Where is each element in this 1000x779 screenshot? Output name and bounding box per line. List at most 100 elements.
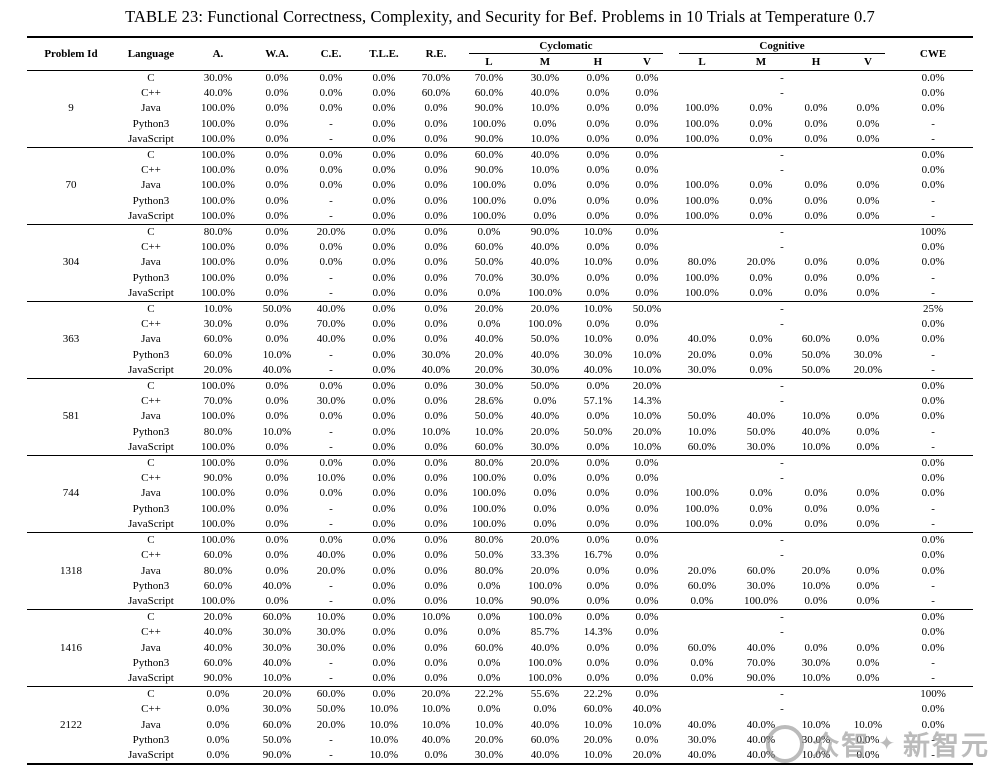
table-row: C++ 40.0% 30.0% 30.0% 0.0% 0.0% 0.0% 85.7% 14.3%… <box>27 625 973 640</box>
cyclomatic-cell: 0.0% <box>586 102 610 115</box>
correctness-cell: 0.0% <box>372 87 396 100</box>
cyclomatic-cell: 0.0% <box>635 641 659 654</box>
cyclomatic-cell: 0.0% <box>533 194 557 207</box>
correctness-cell: 0.0% <box>372 271 396 284</box>
table-row: JavaScript 100.0% 0.0% - 0.0% 0.0% 100.0% 0.0% 0… <box>27 517 973 533</box>
correctness-cell: 0.0% <box>265 194 289 207</box>
header-cyclomatic-v: V <box>622 54 671 71</box>
correctness-cell: 0.0% <box>265 517 289 530</box>
table-row: Python3 100.0% 0.0% - 0.0% 0.0% 100.0% 0.0% 0.0%… <box>27 502 973 517</box>
cyclomatic-cell: 0.0% <box>533 395 557 408</box>
correctness-cell: 100.0% <box>200 117 235 130</box>
language-cell: Java <box>141 564 161 577</box>
cyclomatic-cell: 0.0% <box>477 318 501 331</box>
header-language: Language <box>114 37 187 71</box>
correctness-cell: 60.0% <box>203 656 233 669</box>
cyclomatic-cell: 10.0% <box>632 718 662 731</box>
cognitive-cell: 0.0% <box>856 440 880 453</box>
cyclomatic-cell: 0.0% <box>635 194 659 207</box>
cyclomatic-cell: 0.0% <box>586 579 610 592</box>
cyclomatic-cell: 100.0% <box>471 194 506 207</box>
cyclomatic-cell: 40.0% <box>530 718 560 731</box>
cwe-cell: 0.0% <box>921 102 945 115</box>
table-row: Java 100.0% 0.0% 0.0% 0.0% 0.0% 50.0% 40.0% 10.0… <box>27 255 973 270</box>
cyclomatic-cell: 60.0% <box>460 147 517 164</box>
cognitive-cell: 50.0% <box>801 363 831 376</box>
table-row: 70 C 100.0% 0.0% 0.0% 0.0% 0.0% 60.0% 40.0% 0.0% 0… <box>26 147 974 225</box>
correctness-cell: 100.0% <box>186 378 249 395</box>
correctness-cell: - <box>329 733 333 746</box>
correctness-cell: 0.0% <box>372 363 396 376</box>
correctness-cell: 0.0% <box>265 209 289 222</box>
cyclomatic-cell: 90.0% <box>474 102 504 115</box>
correctness-cell: 70.0% <box>203 395 233 408</box>
correctness-cell: 0.0% <box>424 194 448 207</box>
cwe-cell: 0.0% <box>921 72 945 84</box>
correctness-cell: 40.0% <box>262 579 292 592</box>
correctness-cell: 0.0% <box>410 147 461 164</box>
cyclomatic-cell: 40.0% <box>583 363 613 376</box>
cognitive-cell: 0.0% <box>856 487 880 500</box>
correctness-cell: 0.0% <box>206 748 230 761</box>
cwe-cell: - <box>931 440 935 453</box>
correctness-cell: 0.0% <box>424 594 448 607</box>
cognitive-cell: 0.0% <box>749 487 773 500</box>
cwe-cell: - <box>931 348 935 361</box>
problem-id-cell: 9 <box>68 102 74 115</box>
language-cell: C <box>114 455 187 472</box>
cognitive-cell: 0.0% <box>804 487 828 500</box>
cyclomatic-cell: 0.0% <box>586 410 610 423</box>
cyclomatic-cell: 20.0% <box>632 748 662 761</box>
table-row: Java 0.0% 60.0% 20.0% 10.0% 10.0% 10.0% 40.0% 10… <box>27 718 973 733</box>
cyclomatic-cell: 0.0% <box>635 594 659 607</box>
table-row: C++ 30.0% 0.0% 70.0% 0.0% 0.0% 0.0% 100.0% 0.0% 0… <box>27 317 973 332</box>
correctness-cell: 0.0% <box>424 132 448 145</box>
cyclomatic-cell: 10.0% <box>530 102 560 115</box>
correctness-cell: 100.0% <box>200 164 235 177</box>
cwe-cell: 0.0% <box>921 487 945 500</box>
problem-id-cell: 1416 <box>26 609 115 687</box>
correctness-cell: 0.0% <box>265 594 289 607</box>
cyclomatic-cell: 80.0% <box>460 455 517 472</box>
correctness-cell: 0.0% <box>372 579 396 592</box>
cwe-cell: 0.0% <box>921 333 945 346</box>
correctness-cell: 0.0% <box>372 440 396 453</box>
cyclomatic-cell: 60.0% <box>474 87 504 100</box>
correctness-cell: 0.0% <box>265 549 289 562</box>
correctness-cell: 0.0% <box>424 671 448 684</box>
correctness-cell: 20.0% <box>316 718 346 731</box>
correctness-cell: 0.0% <box>372 487 396 500</box>
correctness-cell: 100.0% <box>200 132 235 145</box>
cyclomatic-cell: 20.0% <box>460 301 517 318</box>
cyclomatic-cell: 30.0% <box>530 440 560 453</box>
language-cell: C <box>114 609 187 626</box>
problem-id-cell: 304 <box>26 224 115 302</box>
cyclomatic-cell: 40.0% <box>530 87 560 100</box>
correctness-cell: 0.0% <box>424 241 448 254</box>
correctness-cell: 0.0% <box>319 256 343 269</box>
cwe-cell: - <box>931 594 935 607</box>
language-cell: Python3 <box>132 733 170 746</box>
cyclomatic-cell: 80.0% <box>460 532 517 549</box>
cognitive-cell: 60.0% <box>687 641 717 654</box>
correctness-cell: 0.0% <box>372 102 396 115</box>
cognitive-cell: 80.0% <box>687 256 717 269</box>
cognitive-cell: 0.0% <box>856 271 880 284</box>
cyclomatic-cell: 10.0% <box>632 410 662 423</box>
cyclomatic-cell: 0.0% <box>533 117 557 130</box>
correctness-cell: 0.0% <box>356 686 411 703</box>
cyclomatic-cell: 0.0% <box>622 455 671 472</box>
cognitive-cell: 40.0% <box>746 410 776 423</box>
cognitive-cell: 20.0% <box>746 256 776 269</box>
table-row: C++ 100.0% 0.0% 0.0% 0.0% 0.0% 60.0% 40.0% 0.0% 0… <box>27 240 973 255</box>
cyclomatic-cell: 20.0% <box>516 455 573 472</box>
correctness-cell: 0.0% <box>319 102 343 115</box>
cognitive-cell: 40.0% <box>746 718 776 731</box>
correctness-cell: - <box>329 132 333 145</box>
correctness-cell: 80.0% <box>203 564 233 577</box>
cyclomatic-cell: 20.0% <box>474 363 504 376</box>
cyclomatic-cell: 50.0% <box>583 425 613 438</box>
cyclomatic-cell: 20.0% <box>474 733 504 746</box>
cognitive-cell: 40.0% <box>687 748 717 761</box>
